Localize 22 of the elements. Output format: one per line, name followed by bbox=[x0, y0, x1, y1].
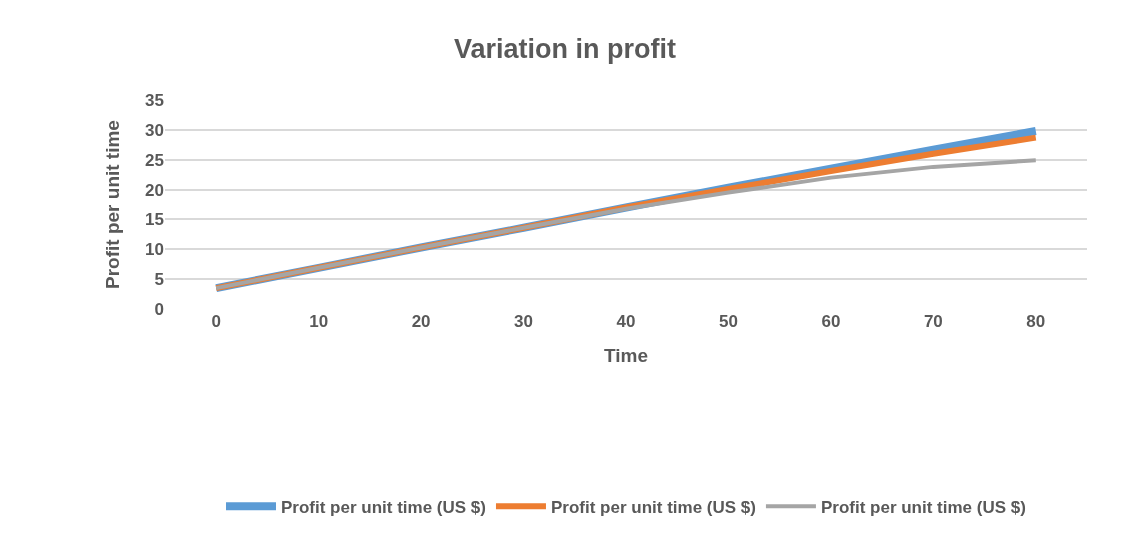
x-tick-label: 80 bbox=[1026, 312, 1046, 331]
y-tick-label: 15 bbox=[145, 210, 164, 230]
legend-label: Profit per unit time (US $) bbox=[550, 497, 756, 517]
x-tick-label: 20 bbox=[411, 312, 431, 331]
y-tick-label: 35 bbox=[145, 90, 164, 110]
x-tick-label: 0 bbox=[211, 312, 221, 331]
x-tick-label: 70 bbox=[923, 312, 943, 331]
x-axis-title: Time bbox=[603, 344, 649, 366]
y-tick-label: 20 bbox=[145, 180, 164, 200]
y-tick-label: 10 bbox=[145, 240, 164, 260]
x-tick-label: 60 bbox=[821, 312, 841, 331]
x-tick-label: 10 bbox=[309, 312, 329, 331]
x-tick-label: 40 bbox=[616, 312, 636, 331]
legend-label: Profit per unit time (US $) bbox=[820, 497, 1026, 517]
legend-label: Profit per unit time (US $) bbox=[281, 497, 486, 517]
y-tick-label: 30 bbox=[145, 120, 164, 140]
y-tick-label: 25 bbox=[145, 150, 164, 170]
y-tick-label: 5 bbox=[154, 270, 164, 290]
chart-title: Variation in profit bbox=[453, 33, 677, 64]
x-tick-label: 30 bbox=[514, 312, 534, 331]
x-tick-label: 50 bbox=[718, 312, 738, 331]
y-axis-title: Profit per unit time bbox=[101, 120, 123, 289]
